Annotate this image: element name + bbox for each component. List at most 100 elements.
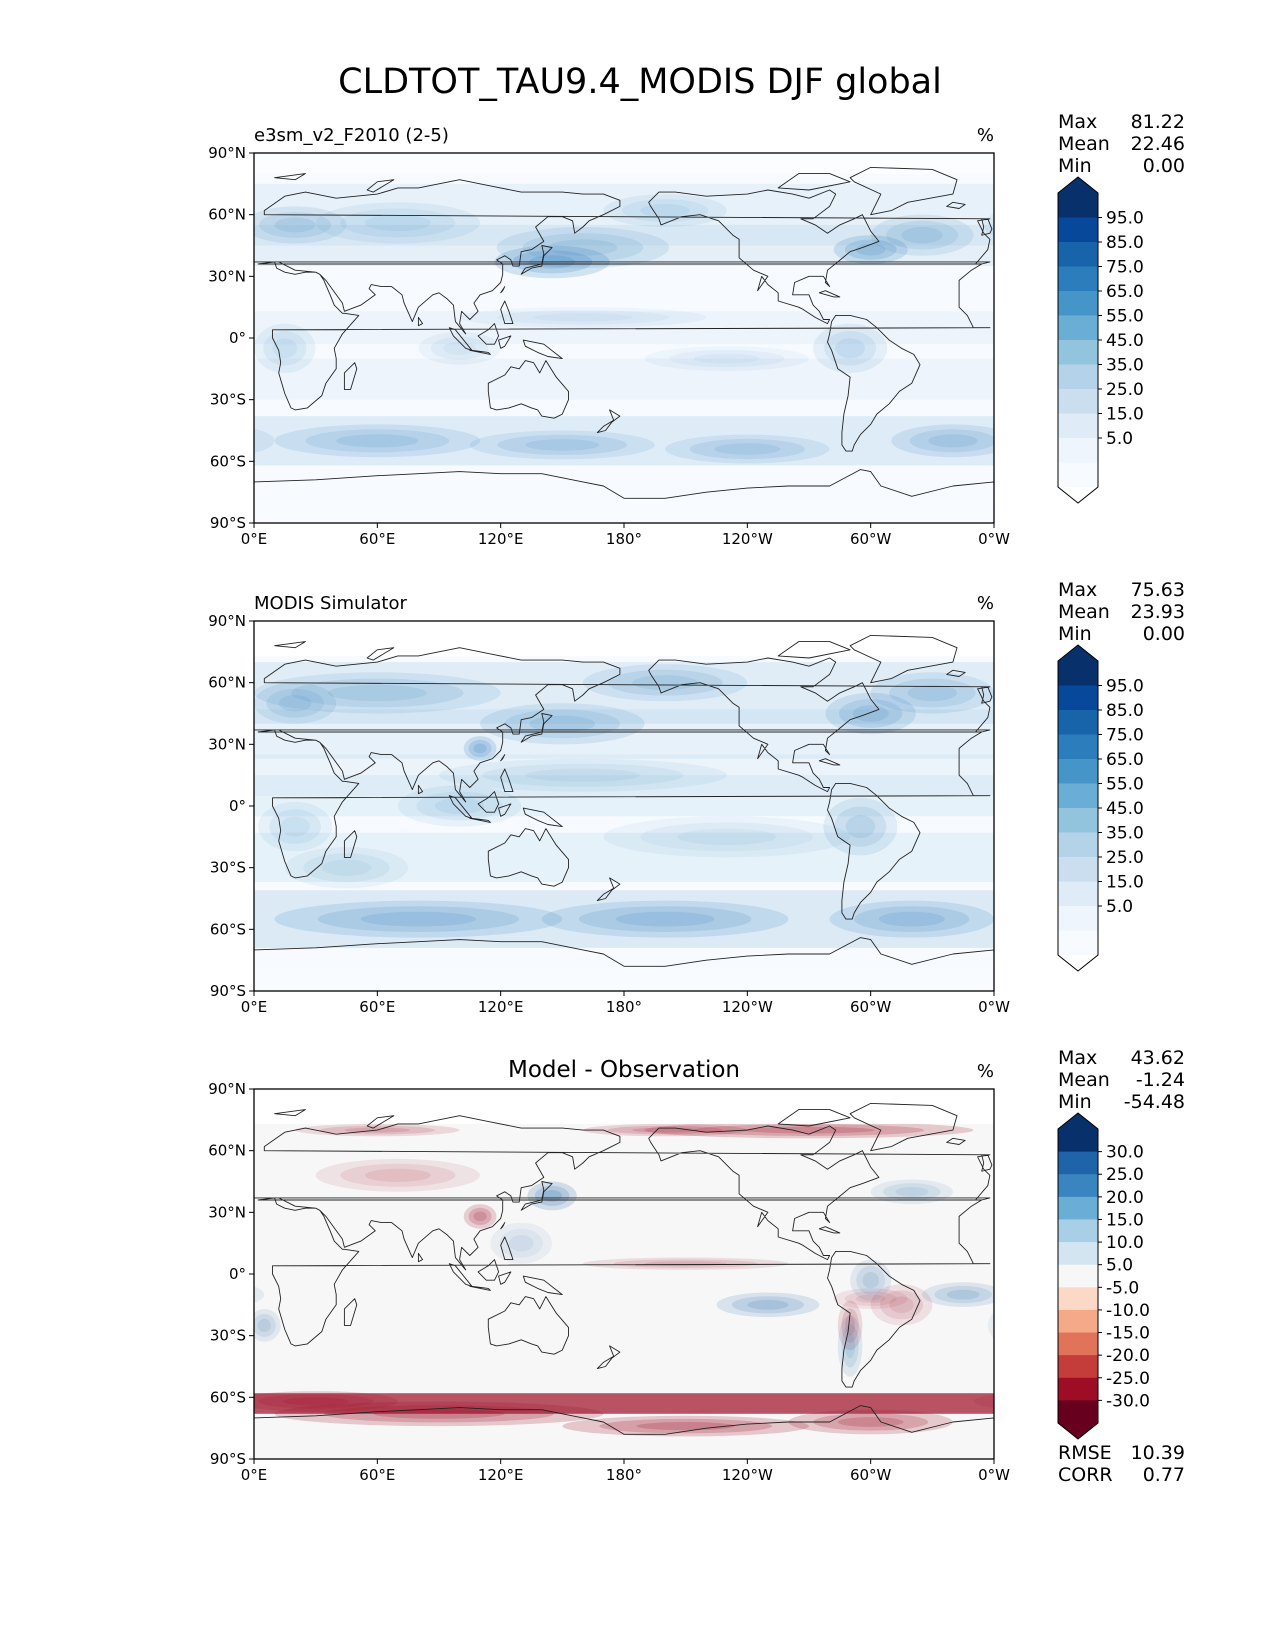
- field-contour: [834, 806, 887, 847]
- diff-positive-contour: [582, 1123, 748, 1137]
- y-tick-label: 0°: [229, 329, 246, 347]
- colorbar-segment: [1058, 1151, 1098, 1175]
- diff-positive-contour: [0, 1124, 7, 1136]
- field-band: [254, 709, 994, 759]
- diff-positive-contour: [813, 1413, 929, 1431]
- x-tick-label: 120°W: [722, 998, 773, 1016]
- map-panel-3: 0°E 60°E 120°E 180° 120°W 60°W 0°W 90°N 60°N 30°N…: [0, 1047, 1185, 1486]
- units-label: %: [977, 125, 994, 146]
- diff-negative-contour: [254, 1286, 265, 1303]
- map-panel-1: 0°E 60°E 120°E 180° 120°W 60°W 0°W 90°N 60°N 30°N…: [208, 111, 1185, 548]
- diff-positive-contour: [837, 1300, 863, 1351]
- diff-positive-contour: [98, 1301, 123, 1350]
- y-tick-label: 30°N: [208, 1203, 246, 1221]
- x-tick-label: 60°W: [850, 998, 892, 1016]
- x-tick-label: 180°: [606, 530, 642, 548]
- stat-value: 0.00: [1143, 623, 1185, 645]
- colorbar-segment: [1058, 217, 1098, 243]
- field-contour: [813, 323, 888, 373]
- colorbar-tick-label: 45.0: [1106, 331, 1144, 351]
- colorbar-tick-label: 65.0: [1106, 750, 1144, 770]
- stat-value: 23.93: [1131, 601, 1185, 623]
- diff-negative-contour: [747, 1299, 789, 1310]
- field-contour: [852, 705, 889, 722]
- diff-positive-contour: [693, 1124, 925, 1136]
- field-contour: [1138, 785, 1261, 826]
- field-contour: [0, 901, 48, 938]
- field-contour: [336, 434, 419, 448]
- map-field: [254, 153, 1056, 523]
- field-contour: [360, 911, 476, 927]
- diff-positive-contour: [463, 1204, 497, 1229]
- panel-title: Model - Observation: [508, 1057, 740, 1083]
- stat-value: 75.63: [1131, 579, 1185, 601]
- stat-value: 81.22: [1131, 111, 1185, 133]
- field-contour: [496, 227, 670, 269]
- colorbar-tick-label: -10.0: [1106, 1301, 1150, 1321]
- field-contour: [632, 675, 698, 691]
- y-tick-label: 30°S: [210, 1327, 246, 1345]
- field-contour: [254, 682, 337, 724]
- field-contour: [994, 324, 1056, 373]
- field-contour: [263, 331, 307, 366]
- field-contour: [480, 703, 645, 745]
- colorbar-segment: [1058, 1174, 1098, 1198]
- field-contour: [83, 798, 157, 856]
- colorbar-tick-label: 75.0: [1106, 726, 1144, 746]
- diff-negative-contour: [508, 1235, 534, 1252]
- x-tick-label: 0°E: [241, 530, 268, 548]
- colorbar-segment: [1058, 857, 1098, 882]
- diff-positive-contour: [0, 1416, 69, 1437]
- diff-positive-contour: [613, 1259, 758, 1268]
- stat-value: -1.24: [1136, 1069, 1185, 1091]
- colorbar-segment: [1058, 1242, 1098, 1266]
- x-tick-label: 120°E: [478, 530, 524, 548]
- stat-label: Max: [1058, 1047, 1097, 1069]
- field-contour: [259, 212, 332, 238]
- diff-negative-contour: [934, 1286, 992, 1304]
- colorbar-extend-min: [1058, 955, 1098, 971]
- field-contour: [1179, 759, 1275, 792]
- field-contour: [644, 346, 809, 371]
- x-tick-label: 120°W: [722, 1466, 773, 1484]
- field-contour: [525, 768, 641, 782]
- panel-title: MODIS Simulator: [254, 593, 407, 614]
- field-contour: [607, 669, 723, 696]
- field-contour: [434, 797, 485, 815]
- diff-positive-contour: [49, 1410, 213, 1435]
- field-contour: [886, 220, 959, 250]
- colorbar-segment: [1058, 832, 1098, 858]
- diff-negative-contour: [841, 1324, 859, 1368]
- colorbar-tick-label: 85.0: [1106, 233, 1144, 253]
- colorbar-tick-label: -30.0: [1106, 1391, 1150, 1411]
- colorbar-segment: [1058, 438, 1098, 463]
- field-contour: [443, 341, 476, 355]
- colorbar-segment: [1058, 291, 1098, 316]
- x-tick-label: 120°E: [478, 998, 524, 1016]
- colorbar-segment: [1058, 661, 1098, 686]
- field-contour: [522, 233, 644, 262]
- colorbar-tick-label: 35.0: [1106, 356, 1144, 376]
- field-contour: [278, 695, 312, 712]
- field-contour: [823, 797, 898, 856]
- units-label: %: [977, 1061, 994, 1082]
- colorbar-segment: [1058, 1355, 1098, 1379]
- x-tick-label: 60°E: [359, 998, 395, 1016]
- field-contour: [891, 424, 994, 458]
- field-contour: [677, 828, 777, 845]
- colorbar-outline: [1057, 644, 1099, 972]
- diff-negative-contour: [490, 1222, 552, 1264]
- diff-negative-contour: [131, 1180, 213, 1205]
- field-contour: [469, 430, 655, 460]
- field-contour: [317, 906, 520, 932]
- stat-value: -54.48: [1124, 1091, 1185, 1113]
- y-tick-label: 30°S: [210, 859, 246, 877]
- colorbar-tick-label: 5.0: [1106, 429, 1133, 449]
- colorbar-extend-min: [1058, 487, 1098, 503]
- field-contour: [459, 307, 707, 328]
- map-field: [0, 1089, 994, 1459]
- colorbar-segment: [1058, 710, 1098, 735]
- colorbar-segment: [1058, 1129, 1098, 1153]
- diff-negative-contour: [922, 1282, 994, 1307]
